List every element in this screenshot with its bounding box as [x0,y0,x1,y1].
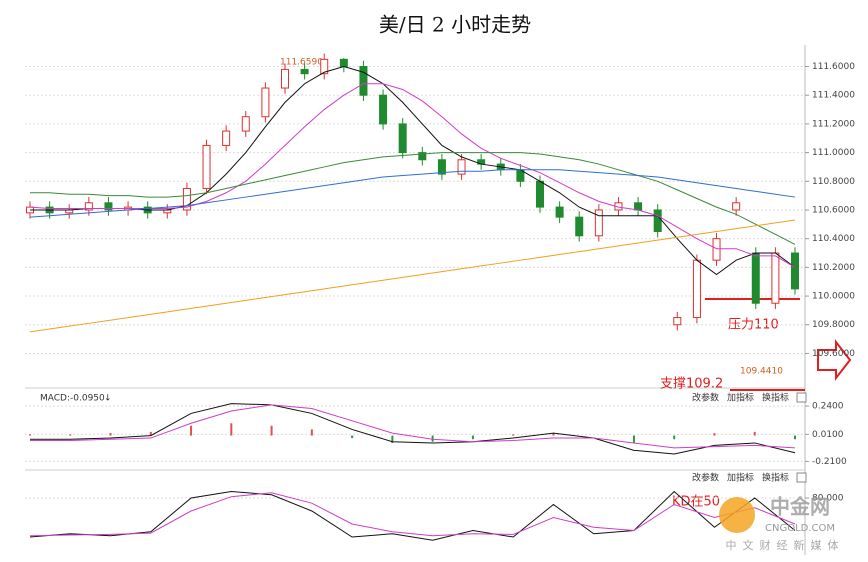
candle-body [379,94,388,125]
candle-body [359,66,368,96]
watermark-slogan: 中文财经新媒体 [726,538,845,552]
candle-body [398,123,407,154]
candle-body [692,259,701,319]
candle-body [673,317,682,326]
candle-body [634,202,643,211]
k-line [29,490,796,541]
candle-body [771,252,780,304]
candle-body [182,187,191,211]
candle-body [418,152,427,161]
toolbar-button[interactable]: 改参数 [692,392,719,404]
y-tick-label: 111.0000 [812,148,855,158]
candle-body [594,209,603,237]
ma-line [29,219,796,333]
watermark-logo [719,497,755,533]
candle-body [300,68,309,75]
y-tick-label: -0.2100 [812,457,847,467]
toolbar-button[interactable]: 改参数 [692,472,719,484]
arrow-icon [817,339,852,381]
candle-body [320,58,329,75]
watermark-name: 中金网 [770,495,830,519]
candle-body [261,87,270,118]
y-tick-label: 110.8000 [812,177,855,187]
candle-body [732,202,741,211]
candle-body [281,68,289,89]
toolbar-button[interactable]: 换指标 [762,472,789,484]
macd-arrow: ↓ [104,394,112,404]
candle-body [712,238,721,261]
candle-body [202,144,211,189]
close-button[interactable] [796,472,807,483]
dif-line [30,403,796,455]
candle-body [241,116,250,132]
kd-note: KD在50 [672,495,720,510]
y-tick-label: 110.2000 [812,263,855,273]
candle-body [84,202,93,211]
candle-body [104,202,113,211]
y-tick-label: 111.6000 [812,62,855,72]
close-button[interactable] [796,392,807,403]
macd-label: MACD:-0.0950 [40,394,105,404]
toolbar-button[interactable]: 换指标 [762,392,789,404]
candle-body [575,216,584,237]
candle-body [555,206,564,218]
y-tick-label: 80.000 [812,494,844,504]
dea-line [30,404,796,449]
support-label: 支撑109.2 [660,377,723,392]
candle-body [339,58,348,68]
y-tick-label: 109.8000 [812,320,855,330]
candle-body [457,159,466,175]
toolbar-button[interactable]: 加指标 [727,392,754,404]
y-tick-label: 111.2000 [812,119,855,129]
y-tick-label: 0.2400 [812,402,844,412]
toolbar-button[interactable]: 加指标 [727,472,754,484]
candle-body [536,180,544,208]
chart-title: 美/日 2 小时走势 [379,13,531,37]
y-tick-label: 110.4000 [812,234,855,244]
ma-line [30,65,796,276]
y-tick-label: 110.0000 [812,292,855,302]
low-label: 109.4410 [740,367,783,377]
candle-body [751,252,760,304]
candle-body [791,252,799,290]
candle-body [653,209,662,232]
y-tick-label: 109.6000 [812,349,855,359]
candle-body [222,130,231,146]
ma-line [30,152,796,245]
candle-body [437,159,446,175]
y-tick-label: 0.0100 [812,430,844,440]
high-label: 111.6590 [280,58,323,68]
d-line [29,492,796,537]
ma-line [29,83,796,268]
watermark-site: CNGOLD.COM [765,523,835,534]
y-tick-label: 111.4000 [812,91,855,101]
ma-line [29,169,796,218]
y-tick-label: 110.6000 [812,205,855,215]
